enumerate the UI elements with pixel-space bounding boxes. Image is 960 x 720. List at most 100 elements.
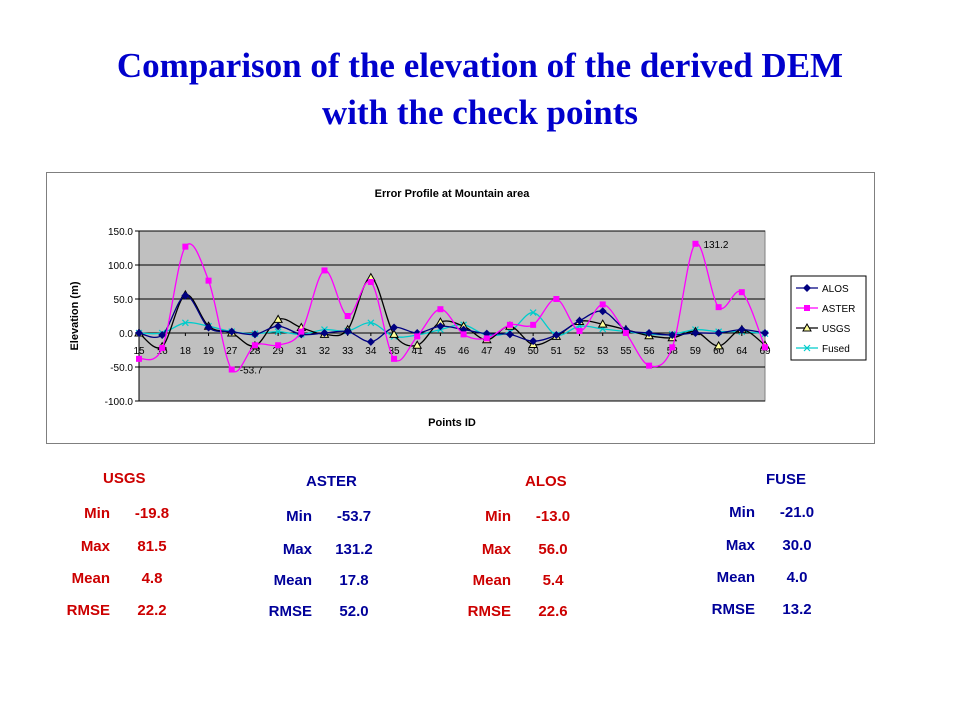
data-point-aster (715, 304, 722, 311)
stats-row-min: Min -21.0 (691, 504, 851, 524)
stats-value: 13.2 (782, 601, 812, 618)
data-annotation: -53.7 (240, 366, 263, 377)
y-axis-label: Elevation (m) (69, 281, 81, 350)
data-point-fused (274, 328, 282, 336)
data-point-aster (275, 342, 282, 349)
data-point-alos (135, 329, 143, 337)
x-tick-label: 69 (759, 346, 771, 357)
stats-header: ALOS (525, 473, 567, 490)
data-point-usgs (713, 340, 724, 350)
data-point-aster (762, 344, 768, 351)
stats-value: -53.7 (336, 508, 372, 525)
y-tick-label: 100.0 (108, 261, 133, 272)
stats-label: Mean (716, 569, 755, 586)
chart-title: Error Profile at Mountain area (375, 188, 531, 200)
data-point-aster (669, 344, 676, 351)
stats-row-mean: Mean 5.4 (447, 572, 607, 592)
y-tick-label: -100.0 (105, 397, 134, 408)
legend-label-usgs: USGS (822, 324, 851, 335)
stats-row-mean: Mean 17.8 (248, 572, 408, 592)
legend-box (790, 275, 867, 361)
data-point-aster (205, 277, 212, 284)
x-tick-label: 58 (667, 346, 679, 357)
data-point-alos (158, 331, 167, 340)
data-point-aster (692, 240, 699, 247)
stats-row-mean: Mean 4.8 (46, 570, 206, 590)
x-tick-label: 34 (365, 346, 377, 357)
stats-value: 22.6 (538, 603, 568, 620)
stats-row-max: Max 56.0 (447, 541, 607, 561)
data-point-aster (414, 333, 421, 340)
stats-row-max: Max 81.5 (46, 538, 206, 558)
data-point-alos (645, 329, 654, 337)
error-profile-chart: Error Profile at Mountain area 150.0 100.0… (69, 188, 867, 429)
stats-row-max: Max 131.2 (248, 541, 408, 561)
stats-label: Max (481, 541, 511, 558)
x-tick-label: 32 (319, 346, 331, 357)
stats-row-rmse: RMSE 52.0 (248, 603, 408, 623)
stats-table-fuse: FUSE Min -21.0 Max 30.0 Mean 4.0 RMSE 13… (691, 471, 851, 621)
data-point-aster (251, 342, 258, 349)
x-tick-label: 60 (713, 346, 725, 357)
data-point-aster (553, 296, 560, 302)
stats-row-rmse: RMSE 13.2 (691, 601, 851, 621)
stats-value: 22.2 (137, 602, 167, 619)
data-point-alos (390, 323, 399, 332)
stats-label: Min (286, 508, 312, 525)
stats-label: Min (84, 505, 110, 522)
stats-header: USGS (103, 470, 146, 487)
data-point-alos (529, 337, 538, 346)
stats-row-rmse: RMSE 22.2 (46, 602, 206, 622)
data-point-aster (228, 366, 235, 373)
stats-value: -13.0 (535, 508, 571, 525)
slide-title-line-2: with the check points (322, 93, 638, 132)
stats-value: -21.0 (779, 504, 815, 521)
legend-marker-usgs (802, 322, 812, 332)
data-point-aster (738, 289, 745, 296)
data-point-alos (436, 322, 445, 331)
stats-value: 4.8 (141, 570, 163, 587)
legend-marker-fused (803, 344, 811, 352)
x-tick-label: 29 (273, 346, 285, 357)
data-point-alos (505, 330, 514, 339)
data-point-aster (599, 301, 606, 308)
stats-label: Max (282, 541, 312, 558)
stats-label: RMSE (268, 603, 312, 620)
data-point-fused (529, 309, 537, 317)
y-tick-label: 0.0 (119, 329, 133, 340)
data-point-alos (668, 331, 677, 340)
data-point-aster (136, 355, 142, 362)
x-tick-label: 51 (551, 346, 563, 357)
data-point-aster (159, 344, 166, 351)
x-tick-label: 59 (690, 346, 702, 357)
x-tick-label: 16 (157, 346, 169, 357)
data-point-fused (181, 319, 189, 327)
stats-label: Max (80, 538, 110, 555)
data-point-aster (646, 362, 653, 369)
stats-row-rmse: RMSE 22.6 (447, 603, 607, 623)
slide-title: Comparison of the elevation of the deriv… (40, 42, 920, 136)
data-point-alos (761, 329, 769, 337)
data-point-alos (181, 291, 190, 300)
stats-label: Min (485, 508, 511, 525)
stats-row-max: Max 30.0 (691, 537, 851, 557)
data-annotation: 131.2 (703, 240, 728, 251)
data-point-usgs (412, 340, 423, 349)
x-tick-label: 53 (597, 346, 609, 357)
data-point-fused (367, 319, 375, 327)
data-point-alos (320, 329, 329, 337)
plot-area (138, 230, 766, 402)
data-point-alos (714, 329, 723, 337)
stats-label: Mean (472, 572, 511, 589)
stats-label: Min (729, 504, 755, 521)
stats-value: 30.0 (782, 537, 812, 554)
data-point-aster (321, 267, 328, 274)
x-tick-label: 50 (528, 346, 540, 357)
stats-value: -19.8 (134, 505, 170, 522)
stats-value: 5.4 (542, 572, 564, 589)
x-tick-label: 47 (481, 346, 493, 357)
stats-table-aster: ASTER Min -53.7 Max 131.2 Mean 17.8 RMSE… (248, 473, 408, 623)
x-tick-label: 28 (249, 346, 261, 357)
data-point-alos (552, 331, 561, 340)
data-point-aster (483, 335, 490, 342)
